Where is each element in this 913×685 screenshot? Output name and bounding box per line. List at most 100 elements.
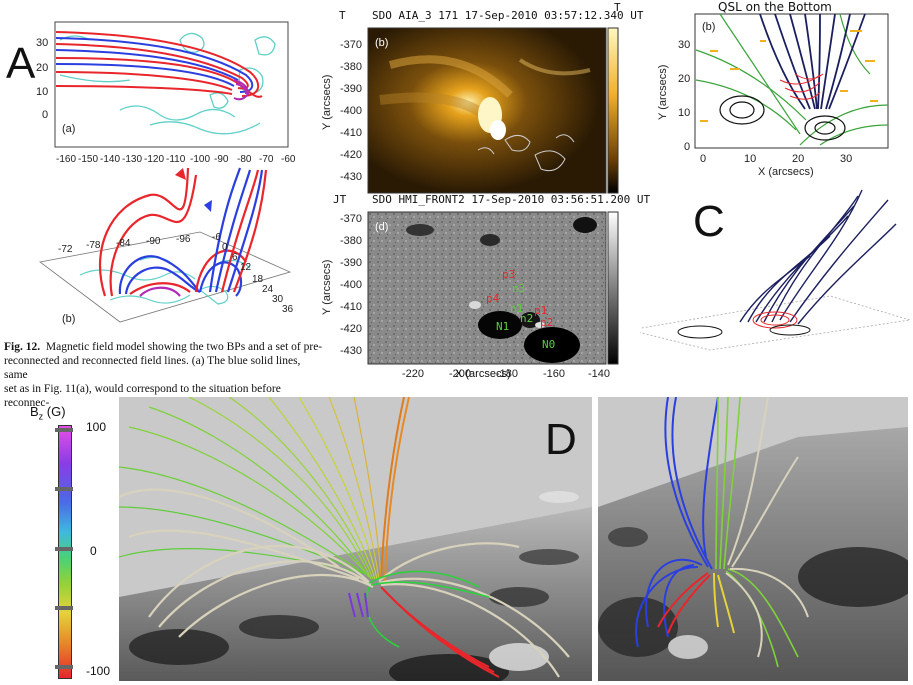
panel-a-xticks: -160 -150 -140 -130 -120 -110 -100 -90 -… [56,154,296,165]
magnetogram-floor-right [598,527,908,659]
svg-text:-390: -390 [340,257,362,269]
svg-text:-100: -100 [190,154,210,165]
panel-b-bottom-yticks: -370 -380 -390 -400 -410 -420 -430 [340,213,362,357]
field-lines-white-right [725,397,809,658]
panel-a-ytick: 30 [36,37,48,49]
svg-text:-420: -420 [340,323,362,335]
svg-text:-420: -420 [340,149,362,161]
svg-text:0: 0 [700,153,706,165]
panel-b-right-fragment: T [614,1,621,14]
panel-letter-c: C [693,197,725,246]
field-lines-white-left [119,488,570,678]
label-N0: N0 [542,338,555,351]
hmi-polarity [406,217,597,363]
svg-text:-72: -72 [58,244,73,255]
field-lines-blue-right [635,397,719,648]
panel-a-ytick: 10 [36,86,48,98]
qsl-red-lines [779,73,824,100]
svg-text:-140: -140 [100,154,120,165]
label-N1: N1 [496,320,509,333]
svg-text:-410: -410 [340,127,362,139]
panel-b-bottom-title: SDO HMI_FRONT2 17-Sep-2010 03:56:51.200 … [372,193,651,206]
qsl-orange-marks [700,30,878,122]
cyan-contours-top [59,32,276,135]
caption-line-1: Magnetic field model showing the two BPs… [45,341,323,353]
caption-line-3: set as in Fig. 11(a), would correspond t… [4,383,281,409]
svg-text:-430: -430 [340,345,362,357]
svg-text:30: 30 [272,294,284,305]
polarity-labels: p3 n3 p4 n1 p1 n2 p2 N1 N0 [486,268,555,351]
panel-d-right-render [598,397,908,681]
svg-text:-78: -78 [86,240,101,251]
svg-text:-400: -400 [340,279,362,291]
svg-text:18: 18 [252,274,264,285]
qsl-navy-lines [759,13,866,110]
panel-letter-d: D [545,415,577,464]
colorbar-title: Bz (G) [30,404,66,422]
svg-text:-96: -96 [176,234,191,245]
svg-text:36: 36 [282,304,294,315]
svg-text:-380: -380 [340,61,362,73]
panel-b-figure: (b) -370 -380 -390 -400 -410 -420 -430 Y… [321,27,619,380]
colorbar-marker [55,428,73,432]
svg-text:-430: -430 [340,171,362,183]
svg-text:30: 30 [678,39,690,51]
svg-text:20: 20 [678,73,690,85]
svg-text:-70: -70 [259,154,274,165]
figure-caption: Fig. 12. Magnetic field model showing th… [4,340,324,410]
panel-a-sub-b: (b) [62,313,75,325]
bz-colorbar [58,425,72,679]
aia-contours [477,134,575,172]
svg-text:12: 12 [240,262,252,273]
svg-text:10: 10 [744,153,756,165]
svg-text:-84: -84 [116,238,131,249]
hmi-colorbar [607,211,619,365]
svg-text:-150: -150 [78,154,98,165]
label-p2: p2 [540,316,553,329]
label-n2: n2 [520,312,533,325]
svg-text:10: 10 [678,107,690,119]
panel-b-bottom-ylabel: Y (arcsecs) [321,260,333,315]
svg-text:-90: -90 [214,154,229,165]
panel-a-perspective [39,167,292,323]
field-lines-red-right [657,572,711,634]
panel-b-xticks: -220 -200 -180 -160 -140 [402,368,610,380]
caption-line-2: reconnected and reconnected field lines.… [4,355,301,381]
svg-text:20: 20 [792,153,804,165]
svg-text:-90: -90 [146,236,161,247]
svg-text:24: 24 [262,284,274,295]
label-n3: n3 [512,282,525,295]
qsl-black-contours [719,95,846,141]
panel-d-left-render [119,397,592,681]
colorbar-tick-100: 100 [86,420,107,434]
panel-c-yticks: 30 20 10 0 [678,39,690,153]
panel-b-left-fragment-bottom: JT [333,193,347,206]
panel-c-ylabel: Y (arcsecs) [657,65,669,120]
field-lines-top [55,31,263,101]
svg-text:-160: -160 [543,368,565,380]
panel-c-figure: (b) 30 20 10 0 0 10 20 30 X (arcsecs) Y … [640,13,911,351]
field-lines-yellow-right [713,572,735,634]
svg-text:-390: -390 [340,83,362,95]
panel-b-xlabel: X (arcsecs) [455,368,511,380]
panel-b-top-yticks: -370 -380 -390 -400 -410 -420 -430 [340,39,362,183]
label-p3: p3 [502,268,515,281]
svg-text:-380: -380 [340,235,362,247]
label-p1: p1 [534,304,547,317]
panel-a-ytick: 20 [36,62,48,74]
colorbar-tick-0: 0 [90,544,97,558]
svg-text:0: 0 [684,141,690,153]
field-lines-red-left [380,586,500,678]
panel-c-sub: (b) [702,21,715,33]
panel-b-top-ylabel: Y (arcsecs) [321,75,333,130]
svg-text:6: 6 [232,252,238,263]
svg-text:-160: -160 [56,154,76,165]
panel-a-persp-ticks: -72 -78 -84 -90 -96 -6 0 6 12 18 24 30 3… [58,232,294,315]
svg-text:-120: -120 [144,154,164,165]
svg-text:-200: -200 [449,368,471,380]
colorbar-marker [55,487,73,491]
colorbar-title-b: B [30,404,39,419]
svg-text:-80: -80 [237,154,252,165]
colorbar-marker [55,606,73,610]
field-lines-green-left [119,397,382,580]
